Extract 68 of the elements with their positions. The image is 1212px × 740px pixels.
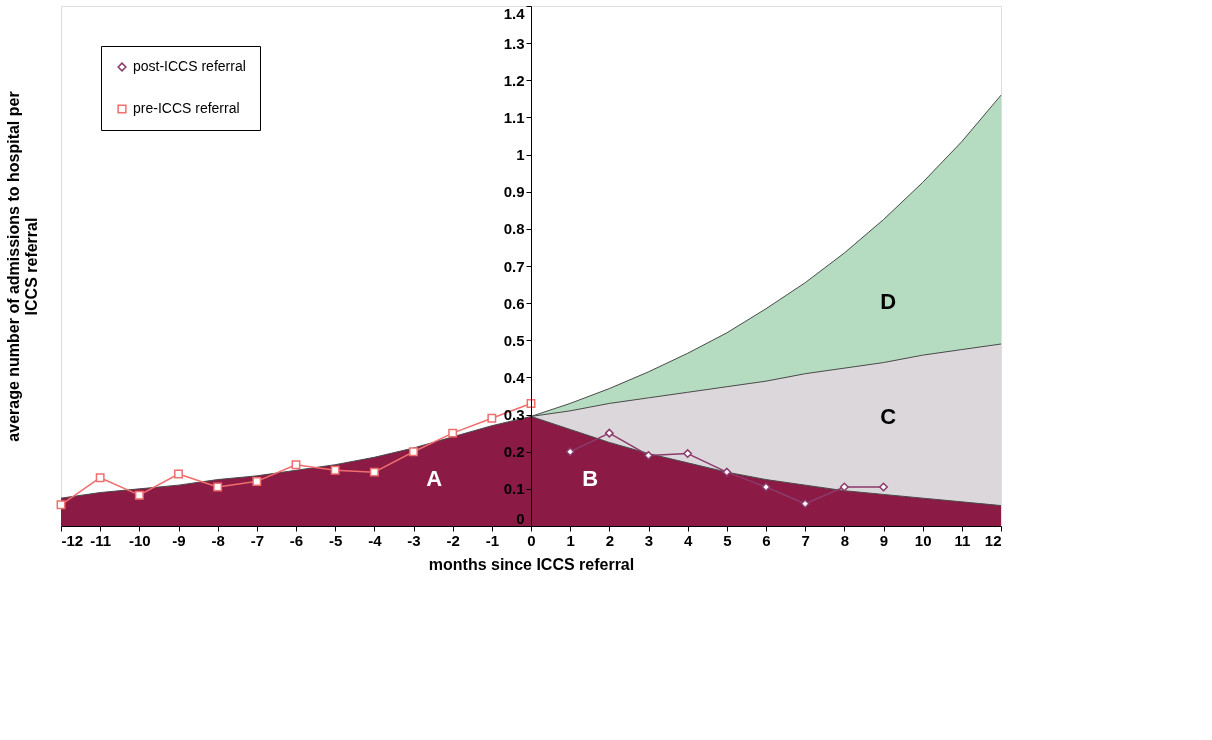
x-tick-label: 8 — [840, 531, 850, 549]
x-tick-label: -3 — [407, 531, 421, 549]
point — [448, 428, 458, 438]
point — [409, 447, 418, 457]
x-tick-label: -1 — [485, 531, 500, 549]
x-tick-label: 12 — [984, 531, 1002, 549]
y-tick-label: 0.1 — [503, 480, 525, 498]
annotation: D — [880, 289, 897, 315]
x-tick-label: -10 — [128, 531, 151, 549]
y-tick-label: 0.9 — [503, 183, 525, 201]
x-tick-label: -12 — [61, 531, 84, 549]
legend-label: post-ICCS referral — [133, 58, 246, 74]
point — [291, 460, 301, 470]
y-tick-label: 0.6 — [503, 294, 525, 312]
x-tick-label: 3 — [644, 531, 654, 549]
y-tick-label: 1.3 — [503, 34, 525, 52]
point — [369, 467, 379, 477]
x-tick-label: -9 — [172, 531, 186, 549]
x-tick-label: -8 — [211, 531, 225, 549]
point — [213, 482, 223, 492]
y-tick-label: 0.2 — [503, 443, 525, 461]
point — [174, 469, 183, 479]
point — [487, 413, 497, 423]
point — [565, 447, 575, 457]
point — [839, 482, 849, 492]
y-tick-label: 0.8 — [503, 220, 525, 238]
x-tick-label: 1 — [566, 531, 575, 549]
point — [56, 500, 66, 510]
x-tick-label: 5 — [723, 531, 732, 549]
y-axis-title: average number of admissions to hospital per ICCS referral — [4, 91, 40, 442]
y-tick-label: 0.3 — [503, 406, 525, 424]
y-tick-label: 0 — [516, 509, 525, 527]
point — [604, 428, 614, 438]
y-tick-label: 0.4 — [503, 368, 526, 386]
x-tick-label: 2 — [605, 531, 615, 549]
point — [644, 450, 653, 460]
x-tick-label: 9 — [879, 531, 889, 549]
x-tick-label: -6 — [289, 531, 304, 549]
x-axis-title: months since ICCS referral — [428, 555, 635, 573]
point — [879, 482, 888, 492]
point — [800, 499, 810, 509]
x-tick-label: 7 — [801, 531, 810, 549]
x-tick-label: 6 — [762, 531, 771, 549]
legend-label: pre-ICCS referral — [133, 100, 240, 116]
y-tick-label: 1.2 — [503, 71, 525, 89]
x-tick-label: -7 — [250, 531, 265, 549]
annotation: A — [426, 466, 443, 492]
annotation: C — [880, 403, 897, 429]
x-tick-label: -5 — [328, 531, 343, 549]
y-tick-label: 1.1 — [503, 108, 525, 126]
x-tick-label: 4 — [683, 531, 693, 549]
x-tick-label: -11 — [90, 531, 112, 549]
x-tick-label: -4 — [368, 531, 383, 549]
annotation: B — [582, 466, 599, 492]
point — [252, 476, 262, 486]
point — [95, 473, 105, 483]
point — [761, 482, 771, 492]
x-tick-label: -2 — [446, 531, 460, 549]
point — [722, 467, 732, 477]
x-tick-label: 10 — [914, 531, 932, 549]
y-tick-label: 1.4 — [503, 4, 526, 22]
y-tick-label: 0.5 — [503, 331, 525, 349]
x-tick-label: 11 — [954, 531, 971, 549]
point — [330, 465, 340, 475]
point — [134, 490, 144, 500]
y-tick-label: 0.7 — [503, 257, 525, 275]
y-tick-label: 1 — [516, 146, 525, 164]
point — [683, 449, 693, 459]
